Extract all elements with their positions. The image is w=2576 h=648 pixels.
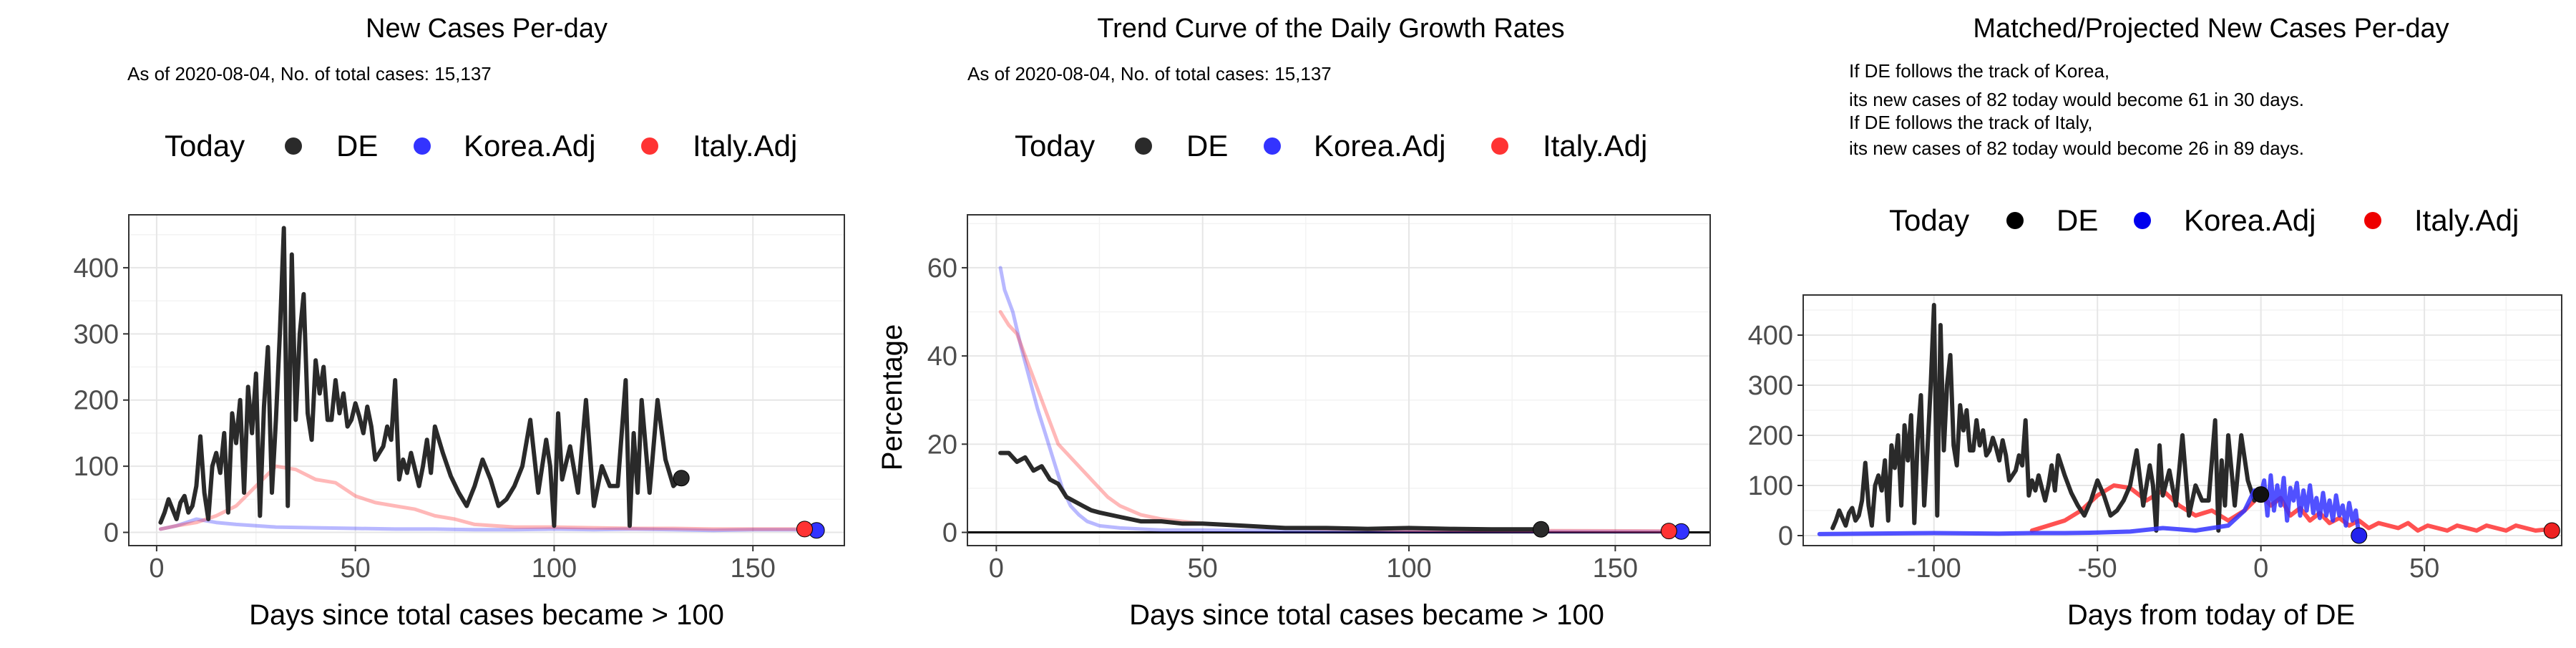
today-point-italy [796, 521, 813, 538]
series-line-korea [1817, 473, 2361, 538]
legend: Today DE Korea.Adj Italy.Adj [1889, 203, 2519, 237]
x-tick-label: 0 [149, 553, 164, 584]
y-tick-label: 40 [927, 342, 957, 372]
legend-label-de: DE [2057, 203, 2098, 237]
x-tick-label: -100 [1907, 553, 1961, 584]
y-axis-label: Percentage [877, 324, 908, 471]
projection-note-line-3: If DE follows the track of Italy, [1849, 112, 2093, 133]
y-tick-label: 200 [74, 386, 119, 416]
legend-label-italy: Italy.Adj [1543, 129, 1647, 163]
y-tick-label: 100 [74, 452, 119, 482]
y-tick-label: 100 [1748, 471, 1793, 501]
plot-border [1802, 294, 2562, 546]
legend-label-de: DE [336, 129, 378, 163]
legend-marker-korea [1264, 137, 1281, 155]
today-point-korea [2351, 527, 2368, 544]
legend-title: Today [1015, 129, 1095, 163]
legend-title: Today [1889, 203, 1969, 237]
projection-note-line-4: its new cases of 82 today would become 2… [1849, 137, 2304, 159]
legend-label-korea: Korea.Adj [1314, 129, 1445, 163]
x-axis-label: Days since total cases became > 100 [1129, 599, 1604, 631]
y-tick-label: 200 [1748, 421, 1793, 451]
chart-title: Matched/Projected New Cases Per-day [1973, 14, 2449, 44]
chart-panel-1: New Cases Per-day As of 2020-08-04, No. … [74, 14, 845, 631]
x-tick-label: 50 [1188, 553, 1218, 584]
series-line-de [998, 450, 1543, 532]
chart-title: Trend Curve of the Daily Growth Rates [1097, 14, 1564, 44]
y-tick-label: 0 [104, 518, 119, 548]
chart-subtitle: As of 2020-08-04, No. of total cases: 15… [127, 63, 492, 84]
chart-panel-2: Trend Curve of the Daily Growth Rates As… [877, 14, 1711, 631]
today-point-de [2253, 486, 2270, 503]
plot-area: 0 50 100 150 0 100 200 300 400 [74, 214, 845, 584]
legend-label-italy: Italy.Adj [693, 129, 797, 163]
plot-area: 0 50 100 150 0 20 40 60 [927, 214, 1711, 584]
today-point-italy [1660, 523, 1677, 540]
plot-area: -100 -50 0 50 0 100 200 300 400 [1748, 294, 2562, 584]
legend-marker-korea [414, 137, 431, 155]
legend-title: Today [165, 129, 245, 163]
legend-marker-italy [641, 137, 658, 155]
series-line-korea [998, 266, 1684, 533]
x-tick-label: -50 [2078, 553, 2117, 584]
chart-title: New Cases Per-day [366, 14, 608, 44]
legend: Today DE Korea.Adj Italy.Adj [1015, 129, 1647, 163]
legend-marker-italy [2364, 212, 2381, 229]
plot-border [967, 214, 1711, 546]
y-tick-label: 60 [927, 253, 957, 284]
x-tick-label: 150 [731, 553, 776, 584]
x-tick-label: 150 [1593, 553, 1638, 584]
plot-background [129, 215, 844, 546]
legend-marker-de [1135, 137, 1152, 155]
series-line-de [1830, 303, 2263, 533]
x-tick-label: 100 [532, 553, 577, 584]
series-line-de [158, 226, 684, 528]
x-tick-label: 50 [341, 553, 371, 584]
chart-panel-3: Matched/Projected New Cases Per-day If D… [1748, 14, 2562, 631]
x-tick-label: 0 [989, 553, 1004, 584]
y-tick-label: 300 [1748, 371, 1793, 401]
legend-label-de: DE [1186, 129, 1228, 163]
y-tick-label: 0 [1778, 521, 1793, 551]
x-tick-label: 0 [2253, 553, 2268, 584]
plot-border [128, 214, 845, 546]
today-point-de [1533, 521, 1550, 538]
legend-label-korea: Korea.Adj [464, 129, 595, 163]
legend-marker-korea [2134, 212, 2151, 229]
x-tick-label: 100 [1386, 553, 1431, 584]
projection-note-line-2: its new cases of 82 today would become 6… [1849, 89, 2304, 110]
y-tick-label: 0 [942, 518, 957, 548]
projection-note-line-1: If DE follows the track of Korea, [1849, 60, 2109, 82]
x-axis-label: Days since total cases became > 100 [249, 599, 724, 631]
x-axis-label: Days from today of DE [2067, 599, 2355, 631]
chart-subtitle: As of 2020-08-04, No. of total cases: 15… [967, 63, 1332, 84]
legend: Today DE Korea.Adj Italy.Adj [165, 129, 797, 163]
x-tick-label: 50 [2409, 553, 2439, 584]
today-point-de [673, 470, 690, 487]
today-point-italy [2543, 522, 2560, 539]
plot-background [967, 215, 1710, 546]
legend-marker-de [285, 137, 302, 155]
series-line-italy [158, 464, 806, 531]
y-tick-label: 400 [74, 253, 119, 284]
y-tick-label: 300 [74, 319, 119, 349]
legend-marker-de [2006, 212, 2024, 229]
y-tick-label: 20 [927, 430, 957, 460]
legend-marker-italy [1491, 137, 1508, 155]
y-tick-label: 400 [1748, 321, 1793, 351]
legend-label-korea: Korea.Adj [2184, 203, 2316, 237]
legend-label-italy: Italy.Adj [2414, 203, 2519, 237]
series-line-korea [158, 517, 819, 533]
